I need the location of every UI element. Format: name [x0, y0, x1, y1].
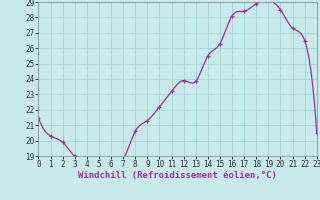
- X-axis label: Windchill (Refroidissement éolien,°C): Windchill (Refroidissement éolien,°C): [78, 171, 277, 180]
